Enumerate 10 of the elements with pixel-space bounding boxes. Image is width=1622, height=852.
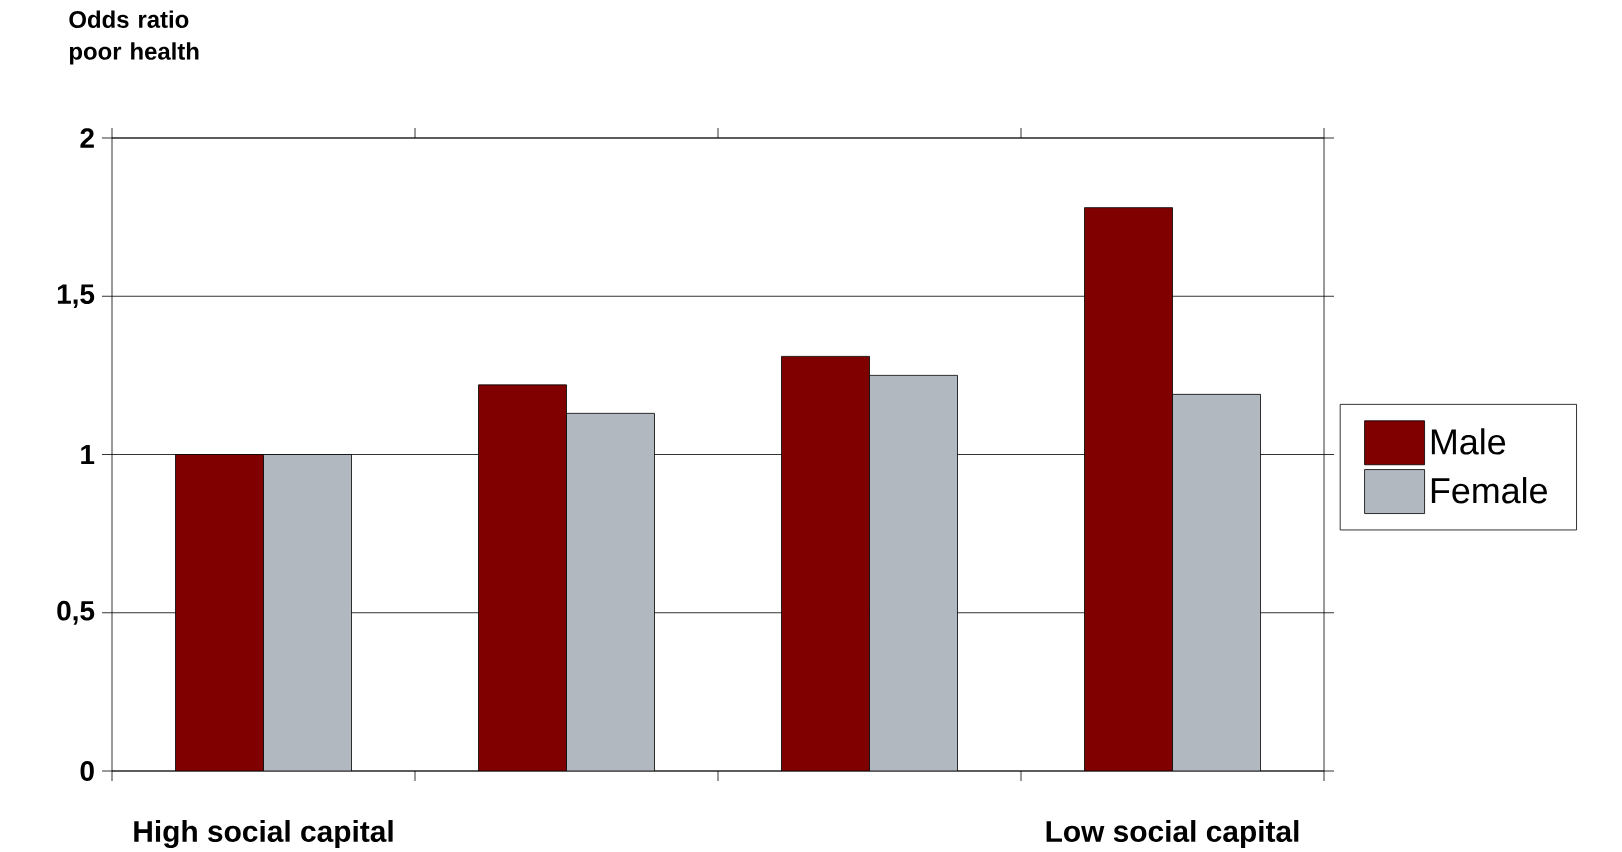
- y-tick-label: 0: [80, 761, 94, 781]
- y-tick-label: 1: [81, 444, 95, 465]
- y-axis-title: Odds ratio poor health: [69, 10, 199, 65]
- legend-label: Female: [1431, 477, 1547, 504]
- y-tick-label: 0,5: [57, 600, 95, 625]
- y-tick-label: 1,5: [57, 284, 95, 308]
- x-tick-label: Low social capital: [1046, 820, 1299, 848]
- legend-label: Male: [1431, 428, 1506, 455]
- x-tick-label: High social capital: [134, 820, 393, 849]
- y-tick-label: 2: [80, 128, 94, 148]
